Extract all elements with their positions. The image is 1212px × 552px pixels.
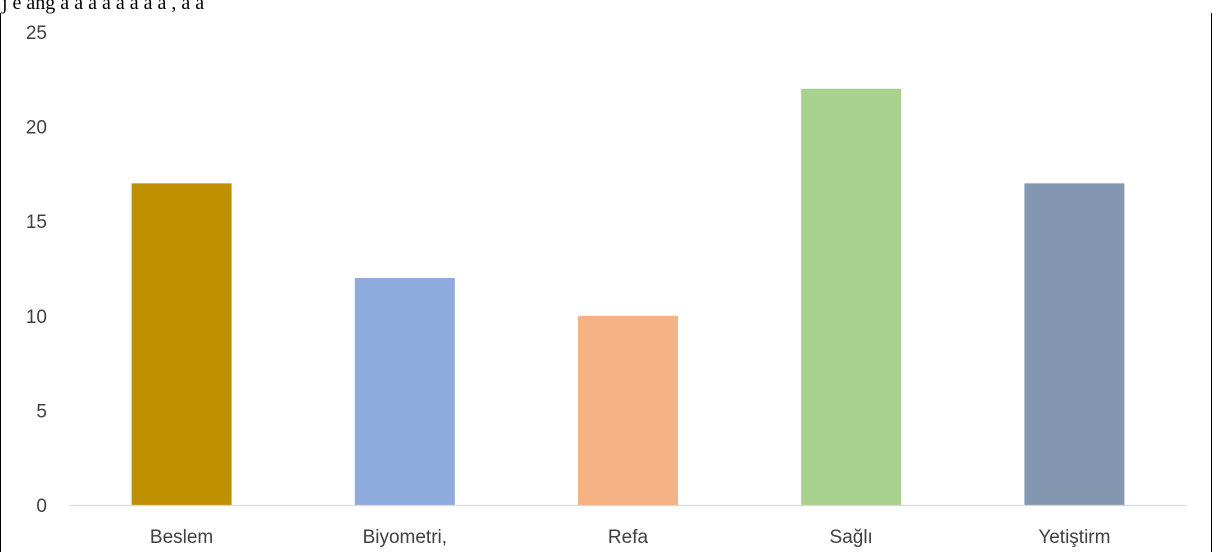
bar xyxy=(354,277,455,505)
caption-fragment: j e ang a a a a a a a a , a a xyxy=(1,0,204,14)
y-tick-label: 10 xyxy=(26,307,47,328)
x-tick-label: Beslem xyxy=(150,527,213,548)
y-tick-label: 15 xyxy=(26,212,47,233)
y-tick-label: 0 xyxy=(36,496,47,517)
y-tick-label: 5 xyxy=(36,401,47,422)
y-tick-label: 20 xyxy=(26,118,47,139)
y-axis-ticks: 0 5 10 15 20 25 xyxy=(26,23,47,517)
x-axis-labels: Beslem Biyometri, Refa Sağlı Yetiştirm xyxy=(150,527,1111,548)
y-tick-label: 25 xyxy=(26,23,47,44)
x-tick-label: Refa xyxy=(608,527,649,548)
x-tick-label: Sağlı xyxy=(830,527,873,548)
bar xyxy=(578,315,678,505)
x-tick-label: Biyometri, xyxy=(363,527,447,548)
bars-group xyxy=(131,88,1125,506)
bar xyxy=(1024,183,1125,506)
bar xyxy=(801,88,902,505)
bar xyxy=(131,183,232,506)
x-tick-label: Yetiştirm xyxy=(1038,527,1110,548)
